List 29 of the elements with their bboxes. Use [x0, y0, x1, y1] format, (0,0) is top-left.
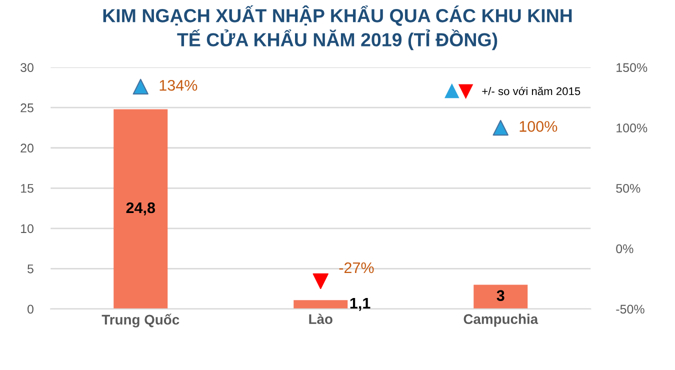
y-tick-label: 20: [20, 144, 34, 153]
legend-label: +/- so với năm 2015: [482, 86, 580, 96]
x-tick-label: Lào: [309, 314, 332, 324]
y-tick-label: 30: [20, 63, 34, 72]
point: [312, 273, 328, 290]
y2-tick-label: 50%: [616, 184, 640, 193]
bar: [474, 284, 528, 309]
bar: [114, 109, 168, 309]
data-label: -27%: [339, 262, 374, 274]
x-tick-label: Trung Quốc: [102, 314, 180, 328]
y-tick-label: 10: [21, 224, 34, 234]
y2-tick-label: 0%: [616, 244, 634, 254]
y-tick-label: 0: [27, 304, 34, 314]
x-tick-label: Campuchia: [464, 314, 538, 327]
point: [492, 120, 508, 136]
y-tick-label: 25: [20, 103, 34, 112]
y2-tick-label: 100%: [616, 124, 648, 132]
bar: [294, 300, 348, 309]
data-label: 100%: [520, 121, 558, 132]
y-tick-label: 5: [28, 264, 34, 274]
point: [132, 78, 148, 95]
y2-tick-label: 150%: [616, 63, 648, 72]
y-tick-label: 15: [21, 184, 34, 193]
y2-tick-label: -50%: [616, 304, 644, 314]
data-label: 24,8: [126, 202, 156, 216]
data-label: 1,1: [350, 298, 370, 311]
data-label: 3: [496, 290, 504, 301]
chart-title: KIM NGẠCH XUẤT NHẬP KHẨU QUA CÁC KHU KINH TẾ CỬA KHẨU NĂM 2019 (TỈ ĐỒNG): [103, 5, 572, 50]
data-label: 134%: [160, 80, 198, 91]
